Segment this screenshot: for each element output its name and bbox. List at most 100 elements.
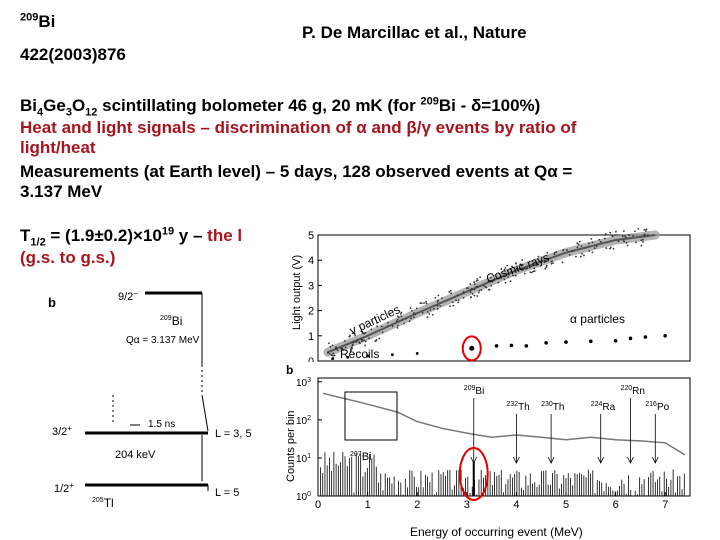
gamma-event-point (568, 253, 571, 256)
gamma-event-point (360, 330, 363, 333)
gamma-event-point (581, 252, 583, 255)
gamma-event-point (400, 311, 403, 314)
gamma-event-point (641, 238, 644, 241)
level-scheme-panel-letter: b (48, 295, 56, 310)
bi209-highlight-circle (461, 335, 482, 362)
gamma-event-point (504, 266, 507, 269)
gamma-event-point (395, 320, 398, 323)
gamma-event-point (462, 291, 465, 294)
level1-L: L = 3, 5 (215, 428, 252, 440)
level-scheme: b 9/2− 209Bi Qα = 3.137 MeV 3/2+ 1.5 ns … (48, 289, 252, 510)
gamma-event-point (410, 309, 413, 312)
result-line: T1/2 = (1.9±0.2)×1019 y – the l (20, 226, 243, 248)
gamma-event-point (412, 316, 415, 319)
gamma-event-point (489, 276, 492, 279)
gamma-event-point (436, 301, 439, 303)
gamma-event-point (432, 307, 435, 310)
spectrum-xtick-label: 5 (563, 499, 569, 511)
gamma-event-point (515, 262, 517, 265)
gamma-event-point (341, 348, 343, 350)
gamma-event-point (397, 316, 400, 319)
peak-label-symbol: Ra (602, 402, 615, 413)
gamma-event-point (469, 291, 472, 294)
gamma-event-point (449, 305, 451, 308)
gamma-event-point (580, 245, 583, 247)
peak-label-mass: 209 (464, 385, 476, 392)
parent-nuclide: 209Bi (160, 314, 182, 328)
gamma-event-point (623, 240, 626, 243)
cosmic-ray-band-core (327, 234, 656, 354)
citation: P. De Marcillac et al., Nature (302, 23, 527, 42)
gamma-event-point (396, 318, 399, 321)
spectrum-frame (317, 377, 691, 497)
gamma-event-point (643, 235, 645, 238)
peak-arrowhead (627, 456, 634, 464)
gamma-event-point (376, 321, 379, 324)
gamma-event-point (465, 287, 468, 290)
gamma-event-point (553, 252, 556, 254)
gamma-event-point (368, 337, 370, 340)
gamma-event-point (506, 264, 509, 267)
gamma-event-point (640, 239, 643, 242)
gamma-event-point (436, 299, 439, 302)
gamma-event-point (637, 227, 640, 230)
peak-label: 232Th (506, 401, 529, 413)
result-tail: y – (174, 226, 208, 245)
gamma-event-point (475, 285, 478, 288)
result-red-start: the l (207, 226, 243, 245)
gamma-event-point (386, 325, 389, 328)
gamma-event-point (342, 349, 345, 351)
journal-ref: 422(2003)876 (20, 45, 126, 64)
header-nuclide: 209Bi (20, 12, 55, 31)
gamma-event-point (624, 234, 626, 237)
peak-label: 209Bi (464, 385, 485, 397)
detector-rest: scintillating bolometer 46 g, 20 mK (for (97, 96, 421, 115)
gamma-event-point (645, 228, 648, 231)
alpha-event-point (564, 340, 568, 344)
gamma-event-point (587, 242, 590, 245)
gamma-event-point (480, 289, 483, 291)
gamma-event-point (364, 340, 367, 343)
scatter-ytick-label: 1 (308, 331, 314, 343)
peak-label-mass: 216 (645, 401, 657, 408)
gamma-event-point (532, 270, 535, 273)
gamma-event-point (457, 301, 459, 304)
gamma-event-point (640, 244, 643, 247)
inset-label: 207Bi (350, 451, 371, 463)
gamma-event-point (578, 240, 581, 243)
gamma-event-point (351, 332, 354, 335)
peak-arrowhead (651, 456, 659, 464)
peak-label-mass: 232 (506, 401, 518, 408)
gamma-event-point (545, 266, 548, 269)
gamma-event-point (628, 234, 631, 236)
gamma-event-point (591, 241, 594, 244)
spectrum-xtick-label: 3 (464, 499, 470, 511)
gamma-event-point (437, 294, 440, 297)
scatter-ytick-label: 2 (308, 306, 314, 318)
gamma-event-point (378, 337, 381, 340)
gamma-event-point (571, 250, 574, 253)
gamma-event-point (555, 251, 558, 253)
gamma-event-point (530, 265, 533, 267)
peak-arrowhead (513, 456, 520, 464)
gamma-event-point (370, 328, 373, 331)
gamma-event-point (475, 280, 478, 282)
gamma-event-point (598, 238, 601, 241)
gamma-event-point (490, 284, 492, 287)
gamma-event-point (577, 243, 580, 246)
gamma-event-point (452, 304, 455, 307)
gamma-event-point (528, 266, 531, 269)
gamma-event-point (605, 247, 608, 249)
gamma-event-point (576, 242, 579, 245)
gamma-event-point (439, 304, 442, 307)
recoil-point (346, 355, 350, 359)
gamma-event-point (375, 339, 377, 342)
gamma-event-point (523, 272, 526, 275)
gamma-event-point (533, 267, 536, 270)
gamma-event-point (595, 245, 598, 248)
gamma-event-point (543, 261, 546, 264)
gamma-event-point (451, 301, 454, 304)
detector-sub-ge: 3 (65, 106, 72, 119)
gamma-event-point (397, 324, 399, 327)
result-red-line2: (g.s. to g.s.) (20, 248, 116, 267)
